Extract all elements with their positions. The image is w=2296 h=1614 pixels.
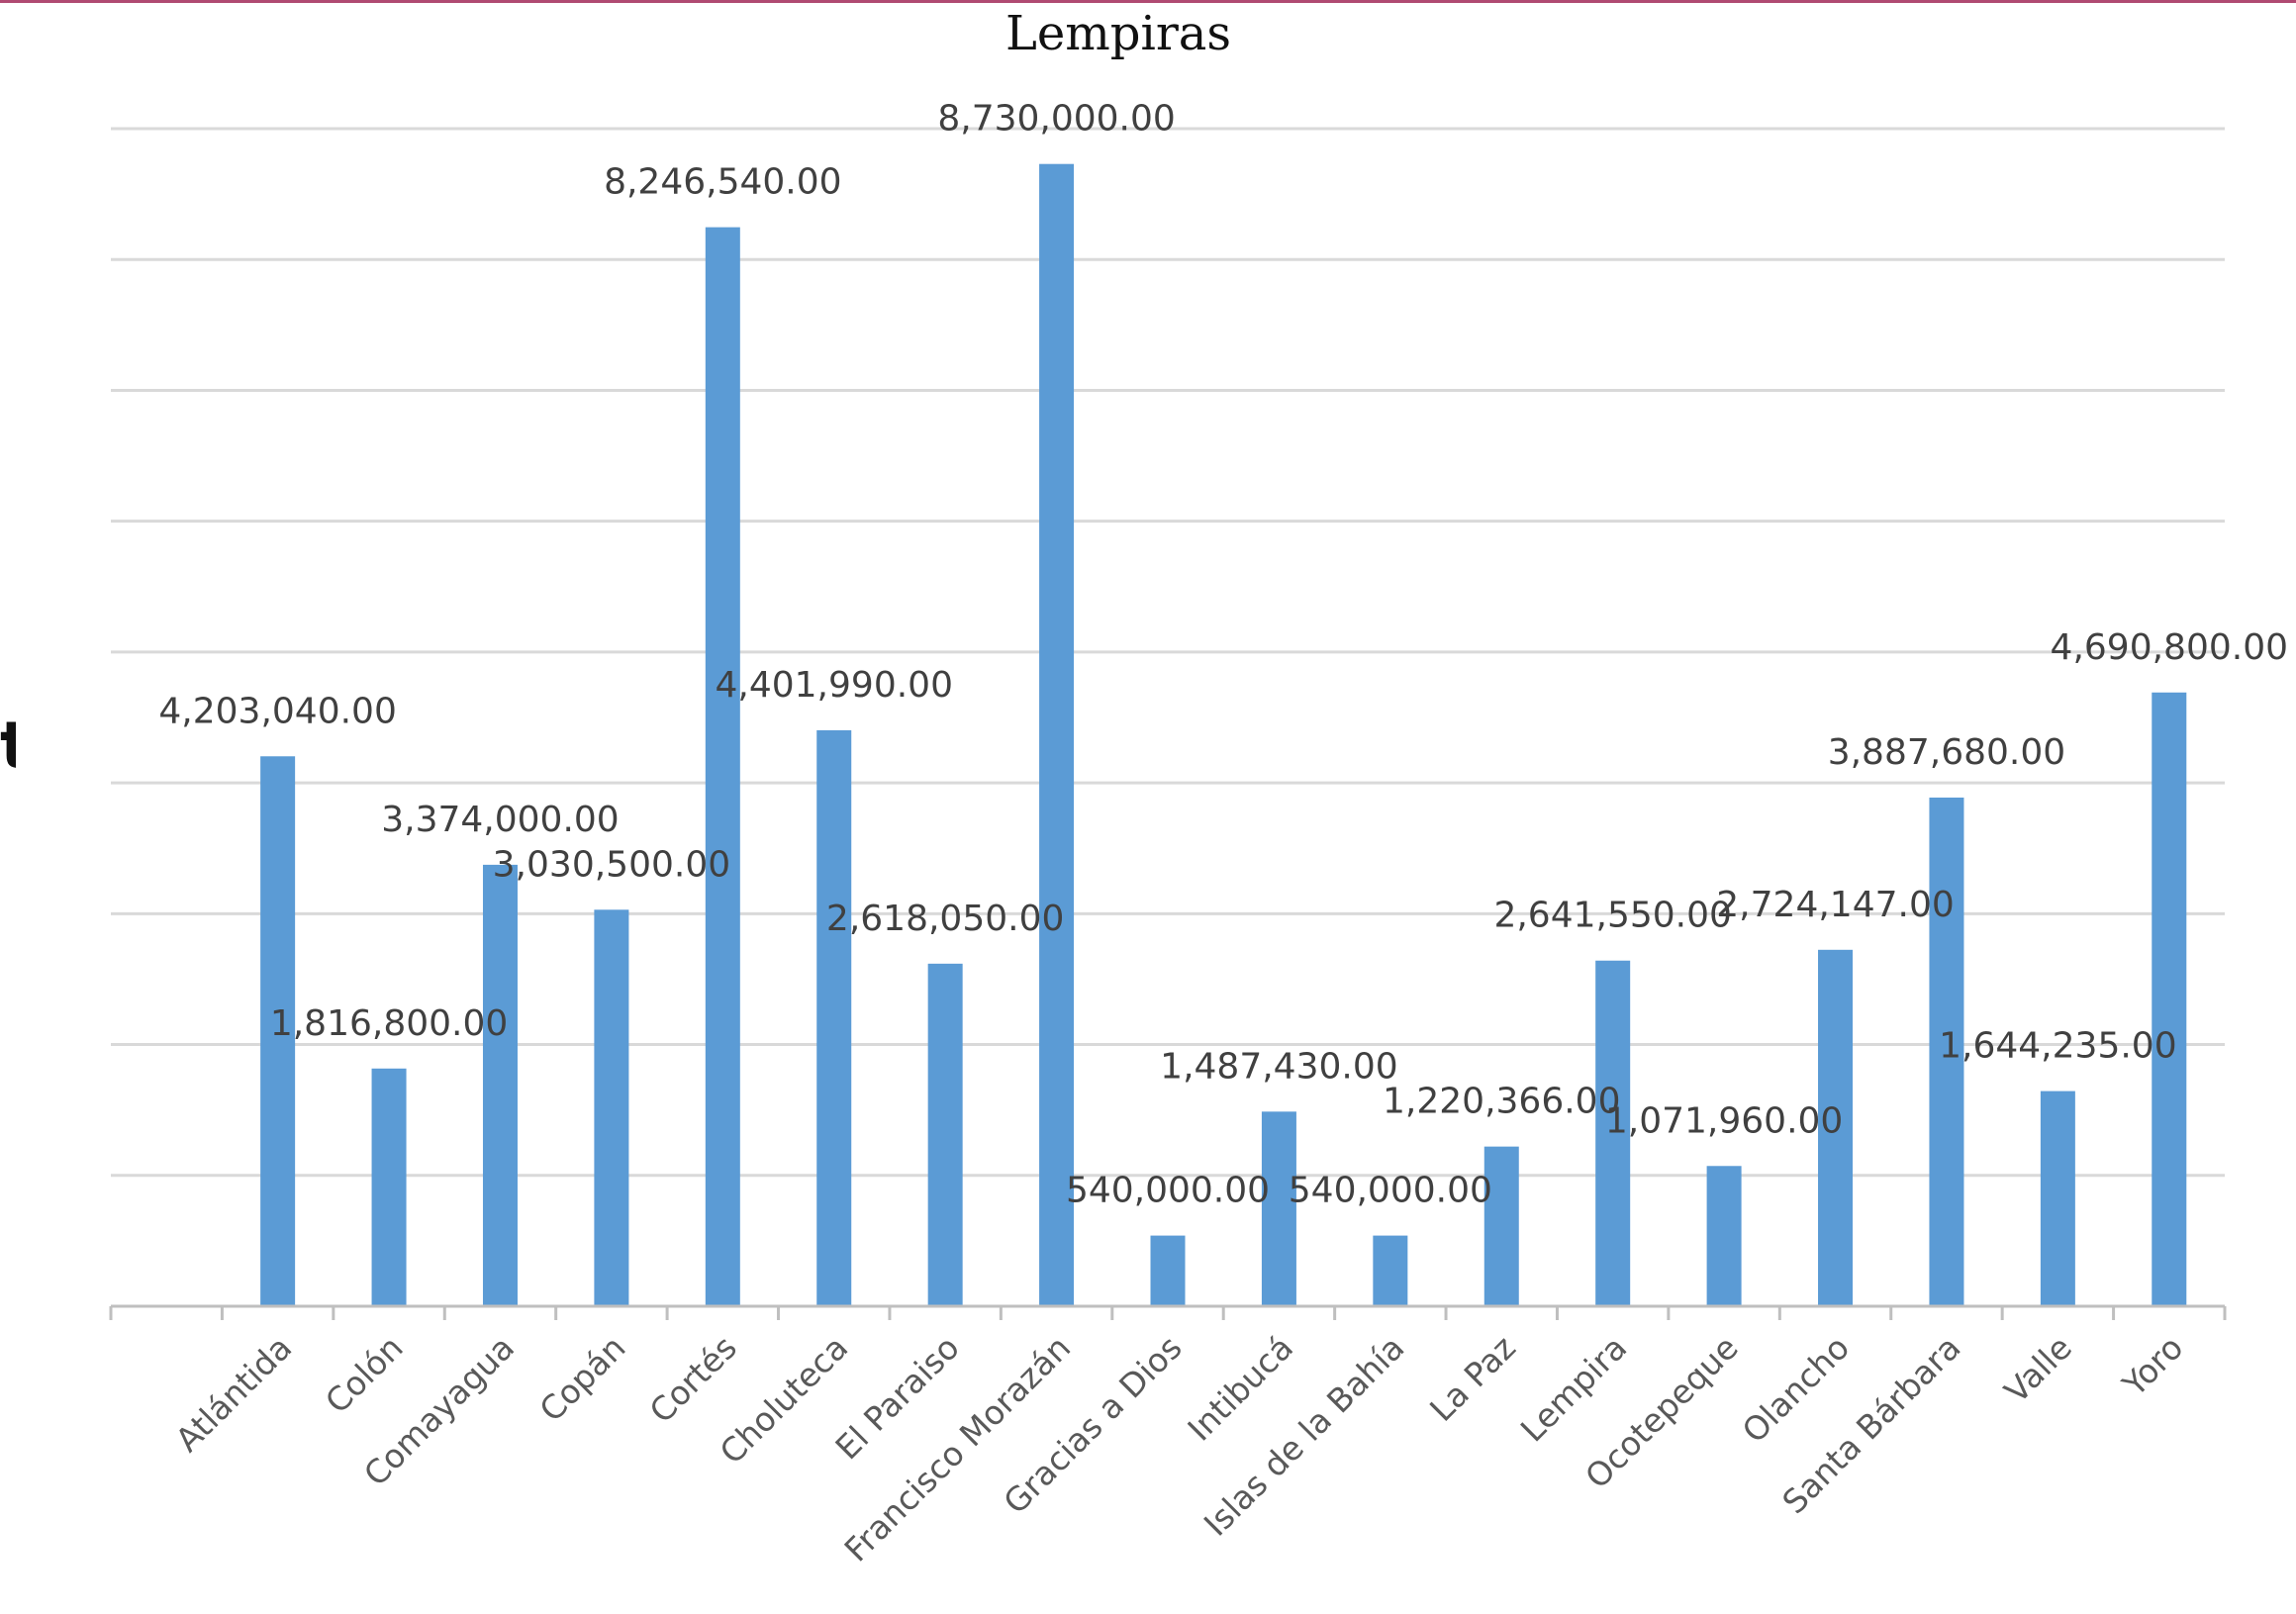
bar-17 xyxy=(2152,692,2187,1306)
bar-8 xyxy=(1150,1235,1186,1306)
data-label-5: 4,401,990.00 xyxy=(716,665,953,706)
top-accent-rule xyxy=(0,0,2296,3)
bar-12 xyxy=(1595,960,1631,1306)
data-label-4: 8,246,540.00 xyxy=(604,162,841,203)
bar-3 xyxy=(594,909,629,1306)
data-label-0: 4,203,040.00 xyxy=(158,691,396,731)
bar-13 xyxy=(1706,1166,1742,1306)
data-label-8: 540,000.00 xyxy=(1066,1171,1270,1211)
bar-2 xyxy=(482,864,518,1306)
bar-11 xyxy=(1483,1146,1519,1306)
x-axis xyxy=(109,1304,2227,1320)
gridlines xyxy=(111,127,2225,1178)
data-label-2: 3,374,000.00 xyxy=(381,800,619,840)
data-labels: 4,203,040.00 1,816,800.00 3,374,000.003,03… xyxy=(158,99,2288,1211)
bar-16 xyxy=(2040,1091,2075,1306)
bar-5 xyxy=(816,729,852,1306)
data-label-16: 1,644,235.00 xyxy=(1939,1026,2176,1067)
data-label-13: 1,071,960.00 xyxy=(1605,1100,1843,1141)
data-label-14: 2,724,147.00 xyxy=(1716,885,1954,925)
data-label-12: 2,641,550.00 xyxy=(1493,896,1731,936)
bar-10 xyxy=(1373,1235,1408,1306)
chart-area xyxy=(16,44,2292,1614)
data-label-17: 4,690,800.00 xyxy=(2051,627,2288,668)
data-label-3: 3,030,500.00 xyxy=(493,844,730,885)
bar-7 xyxy=(1039,163,1075,1307)
data-label-15: 3,887,680.00 xyxy=(1828,732,2065,773)
bar-9 xyxy=(1261,1111,1296,1306)
bar-6 xyxy=(927,963,963,1306)
data-label-1: 1,816,800.00 xyxy=(270,1003,508,1044)
bar-1 xyxy=(371,1068,407,1306)
bar-4 xyxy=(705,227,740,1307)
data-label-11: 1,220,366.00 xyxy=(1383,1082,1620,1122)
data-label-9: 1,487,430.00 xyxy=(1160,1046,1397,1087)
bar-15 xyxy=(1929,797,1964,1306)
bar-14 xyxy=(1818,949,1854,1306)
data-label-10: 540,000.00 xyxy=(1289,1171,1492,1211)
data-label-6: 2,618,050.00 xyxy=(826,899,1064,939)
bar-0 xyxy=(260,756,296,1306)
bars xyxy=(260,163,2187,1307)
data-label-7: 8,730,000.00 xyxy=(937,99,1175,140)
chart-title: Lempiras xyxy=(1005,6,1231,61)
